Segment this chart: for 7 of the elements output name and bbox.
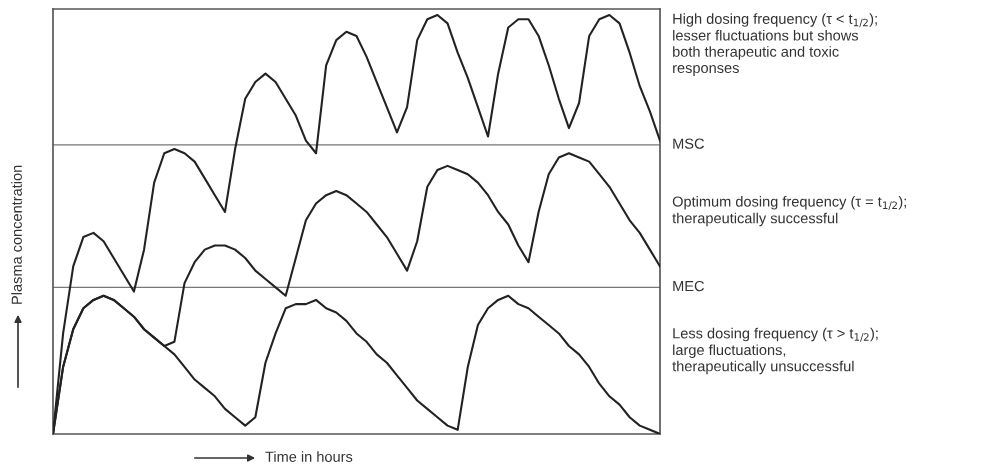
x-axis-title: Time in hours [265,451,353,462]
text: High dosing frequency (τ < t$_{1/2}$); lesser fluctuations but shows both therapeutic and toxic responses [673,13,877,76]
y-axis-title: Plasma concentration [11,165,22,304]
text: Optimum dosing frequency (τ = t$_{1/2}$); therapeutically successful [672,196,906,227]
text: Less dosing frequency (τ > t$_{1/2}$); large fluctuations, therapeutically unsuccessful [672,327,878,375]
ref-line-label: MEC [673,280,704,292]
ref-line-label: MSC [673,138,704,149]
